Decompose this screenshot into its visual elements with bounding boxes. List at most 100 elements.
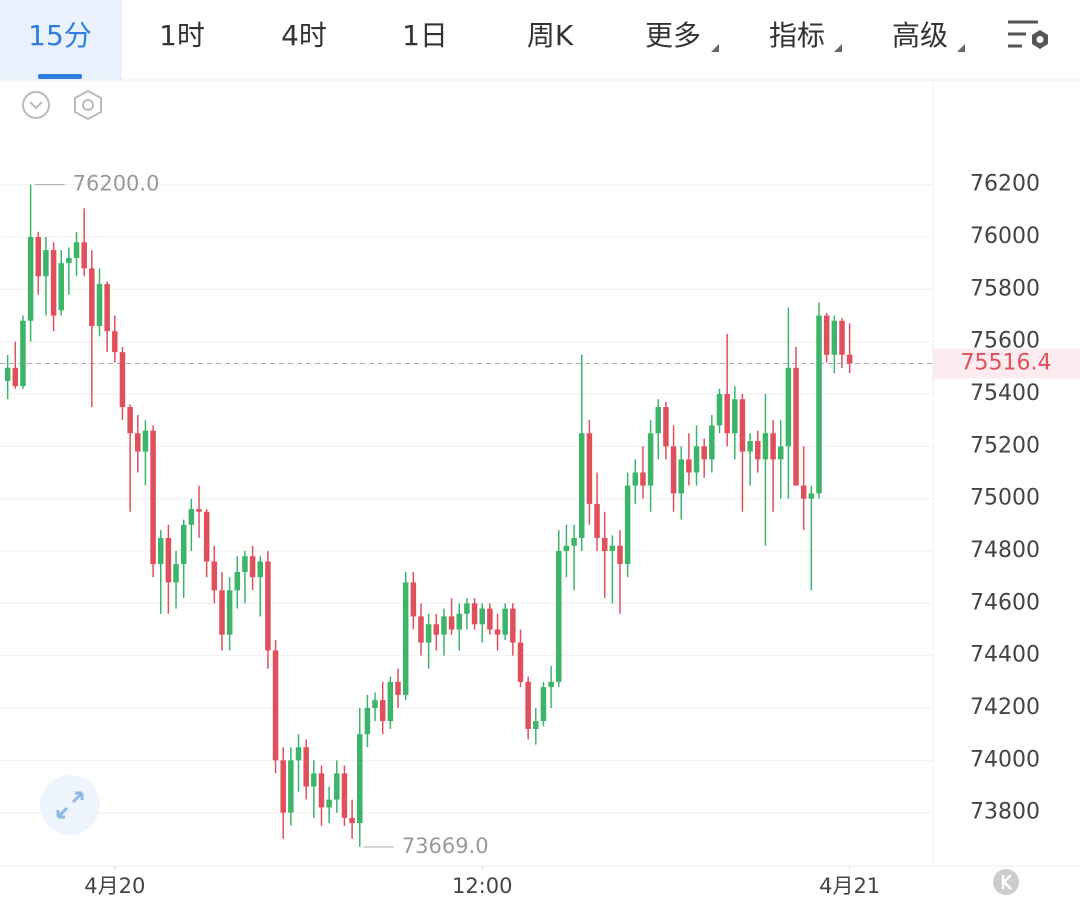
y-tick-label: 75200 — [970, 433, 1040, 458]
tab[interactable]: 4时 — [281, 19, 327, 52]
candle-body — [724, 394, 730, 434]
candle-body — [89, 268, 95, 326]
candle-body — [173, 564, 179, 583]
candle-body — [556, 551, 562, 682]
candle-body — [387, 681, 394, 722]
expand-icon — [56, 791, 84, 819]
candle-body — [456, 613, 463, 630]
candle-body — [479, 608, 485, 625]
candle-body — [203, 511, 210, 562]
candle-body — [211, 561, 218, 591]
candle-body — [441, 616, 447, 635]
candle-body — [755, 441, 761, 460]
candle-body — [311, 773, 317, 787]
y-tick-label: 74600 — [970, 590, 1040, 615]
candle-body — [563, 545, 570, 551]
expand-button[interactable] — [40, 775, 100, 835]
candle-body — [739, 399, 746, 452]
candle-body — [831, 320, 838, 355]
y-tick-label: 75400 — [970, 381, 1040, 406]
candle-body — [533, 721, 539, 729]
candle-body — [655, 407, 662, 434]
candle-body — [112, 331, 118, 353]
candle-body — [142, 430, 149, 452]
candle-body — [81, 242, 87, 269]
candle-body — [839, 320, 845, 355]
candle-body — [433, 624, 440, 635]
candle-body — [326, 799, 332, 808]
candle-body — [96, 284, 103, 326]
dropdown-marks — [711, 44, 965, 52]
candle-body — [517, 642, 524, 682]
candle-body — [762, 433, 769, 460]
candle-body — [410, 582, 417, 617]
tab[interactable]: 1日 — [402, 19, 448, 52]
x-tick-label: 12:00 — [452, 874, 513, 898]
candle-body — [257, 561, 264, 578]
candle-body — [846, 354, 853, 364]
candle-body — [418, 616, 424, 643]
candle-body — [571, 537, 577, 546]
candle-body — [349, 817, 355, 824]
max-label: 76200.0 — [73, 172, 160, 196]
candle-body — [578, 433, 585, 538]
candle-body — [823, 315, 830, 355]
candle-body — [617, 545, 623, 565]
candle-body — [288, 760, 294, 813]
collapse-icon[interactable] — [22, 91, 50, 119]
last-price-box — [933, 348, 1080, 379]
candle-body — [150, 430, 156, 565]
scroll-end-icon — [1001, 874, 1012, 890]
candle-body — [425, 624, 432, 643]
candle-body — [716, 394, 723, 426]
candle-body — [66, 257, 72, 264]
candle-body — [540, 687, 547, 722]
hex-icon-core — [82, 99, 94, 111]
candle-body — [471, 603, 478, 625]
tab[interactable]: 高级 — [892, 19, 948, 52]
candle-body — [632, 472, 639, 486]
candle-body — [379, 700, 386, 722]
y-tick-label: 74200 — [970, 695, 1040, 720]
candle-body — [395, 681, 401, 695]
candle-body — [364, 708, 371, 735]
candle-body — [165, 537, 172, 583]
candle-body — [663, 407, 669, 447]
candle-body — [601, 537, 608, 551]
candle-body — [12, 367, 19, 387]
tab[interactable]: 1时 — [159, 19, 205, 52]
candle-body — [609, 545, 616, 551]
candle-body — [525, 681, 531, 729]
candle-body — [265, 561, 271, 651]
tab[interactable]: 指标 — [769, 19, 825, 52]
tab[interactable]: 更多 — [645, 19, 701, 52]
hex-icon[interactable] — [74, 89, 102, 121]
candle-body — [594, 503, 600, 538]
candle-body — [234, 571, 241, 591]
selected-tab-bg — [0, 0, 122, 80]
candle-body — [20, 320, 26, 387]
candle-body — [402, 582, 409, 695]
candle-body — [785, 367, 792, 447]
y-tick-label: 76000 — [970, 224, 1040, 249]
tab[interactable]: 15分 — [28, 19, 92, 52]
y-tick-label: 74800 — [970, 538, 1040, 563]
scroll-end-button[interactable] — [993, 869, 1019, 895]
candle-body — [188, 509, 195, 525]
candle-body — [341, 773, 348, 818]
candle-body — [502, 608, 508, 635]
y-tick-label: 76200 — [970, 172, 1040, 197]
candle-body — [586, 433, 593, 504]
candle-body — [709, 425, 715, 460]
candle-body — [640, 472, 646, 486]
candle-body — [219, 590, 225, 635]
tab[interactable]: 周K — [527, 19, 574, 52]
last-price-label: 75516.4 — [961, 351, 1052, 376]
candle-body — [747, 441, 753, 452]
settings-icon[interactable] — [1008, 20, 1048, 49]
candle-body — [104, 284, 110, 332]
tab-underline — [38, 74, 82, 79]
candle-body — [624, 485, 631, 565]
candle-body — [334, 773, 340, 800]
